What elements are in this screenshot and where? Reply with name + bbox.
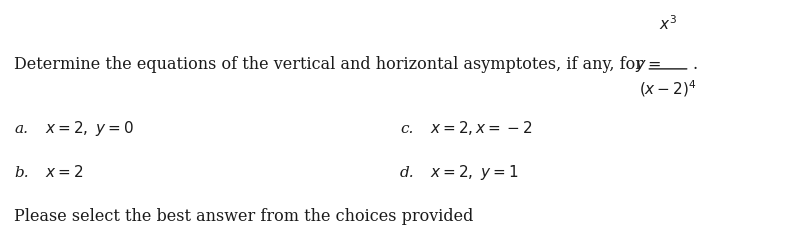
Text: a.: a. bbox=[14, 122, 29, 136]
Text: $x^3$: $x^3$ bbox=[659, 14, 677, 32]
Text: $\mathit{y}=$: $\mathit{y}=$ bbox=[635, 58, 662, 74]
Text: $x = 2, x = -2$: $x = 2, x = -2$ bbox=[430, 119, 533, 137]
Text: d.: d. bbox=[400, 166, 414, 180]
Text: $x = 2$: $x = 2$ bbox=[45, 164, 83, 180]
Text: .: . bbox=[693, 56, 698, 73]
Text: Please select the best answer from the choices provided: Please select the best answer from the c… bbox=[14, 208, 474, 225]
Text: c.: c. bbox=[400, 122, 414, 136]
Text: $x = 2,\ \mathit{y} = 0$: $x = 2,\ \mathit{y} = 0$ bbox=[45, 119, 134, 138]
Text: b.: b. bbox=[14, 166, 29, 180]
Text: Determine the equations of the vertical and horizontal asymptotes, if any, for: Determine the equations of the vertical … bbox=[14, 56, 649, 73]
Text: $(x-2)^4$: $(x-2)^4$ bbox=[639, 79, 697, 99]
Text: $x = 2,\ \mathit{y} = 1$: $x = 2,\ \mathit{y} = 1$ bbox=[430, 163, 519, 182]
